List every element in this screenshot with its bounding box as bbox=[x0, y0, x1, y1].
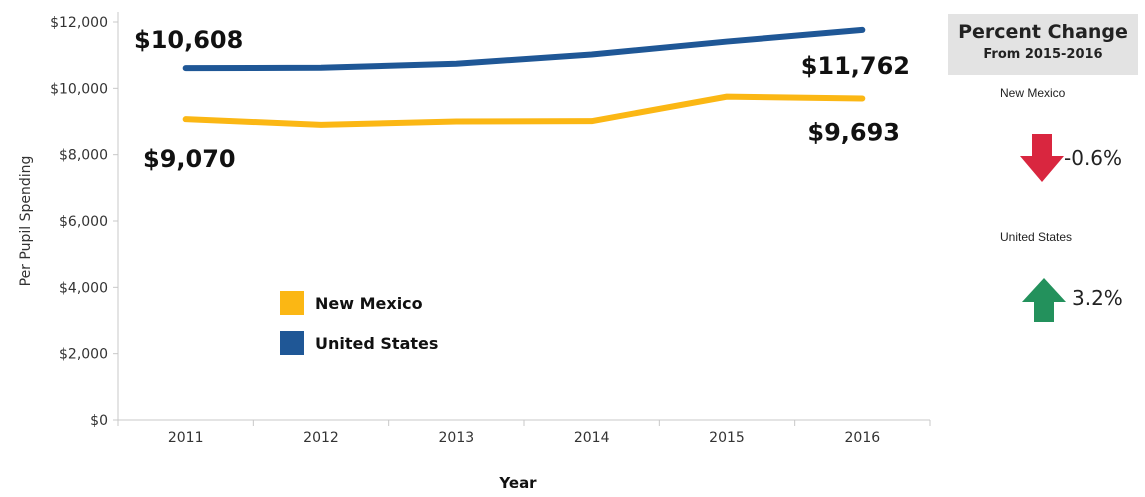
y-tick-label: $10,000 bbox=[50, 81, 108, 97]
change-value-new-mexico: -0.6% bbox=[1064, 146, 1123, 170]
series-line-new-mexico bbox=[182, 93, 866, 128]
x-tick-label: 2013 bbox=[439, 430, 475, 446]
legend-swatch-united-states bbox=[280, 331, 304, 355]
legend-label: New Mexico bbox=[315, 293, 423, 313]
legend-swatch-new-mexico bbox=[280, 291, 304, 315]
data-label-end-united-states: $11,762 bbox=[801, 52, 910, 80]
y-tick-label: $12,000 bbox=[50, 15, 108, 31]
percent-change-title: Percent Change bbox=[958, 21, 1128, 43]
arrow-down-icon bbox=[1020, 134, 1064, 182]
change-value-united-states: 3.2% bbox=[1072, 286, 1123, 310]
chart-svg: $0 $2,000 $4,000 $6,000 $8,000 $10,000 $12,000… bbox=[18, 12, 931, 492]
chart-legend: New Mexico United States bbox=[280, 290, 438, 370]
legend-item-united-states[interactable]: United States bbox=[280, 330, 438, 356]
data-label-start-new-mexico: $9,070 bbox=[143, 145, 236, 173]
x-tick-label: 2014 bbox=[574, 430, 610, 446]
percent-change-subtitle: From 2015-2016 bbox=[983, 47, 1103, 62]
y-tick-label: $2,000 bbox=[59, 347, 108, 363]
data-label-end-new-mexico: $9,693 bbox=[807, 119, 900, 147]
x-tick-label: 2016 bbox=[845, 430, 881, 446]
legend-item-new-mexico[interactable]: New Mexico bbox=[280, 290, 438, 316]
percent-change-header: Percent Change From 2015-2016 bbox=[948, 14, 1138, 75]
change-row-new-mexico: -0.6% bbox=[1018, 132, 1138, 184]
series-line-united-states bbox=[182, 26, 866, 72]
line-chart: $0 $2,000 $4,000 $6,000 $8,000 $10,000 $12,000… bbox=[18, 12, 931, 492]
y-tick-label: $8,000 bbox=[59, 148, 108, 164]
legend-label: United States bbox=[315, 333, 439, 353]
region-label-new-mexico: New Mexico bbox=[1000, 86, 1066, 100]
data-label-start-united-states: $10,608 bbox=[134, 26, 243, 54]
y-axis-title: Per Pupil Spending bbox=[18, 156, 34, 287]
arrow-up-icon bbox=[1022, 278, 1066, 322]
x-tick-label: 2012 bbox=[303, 430, 339, 446]
y-tick-label: $0 bbox=[90, 413, 108, 429]
change-row-united-states: 3.2% bbox=[1020, 276, 1140, 328]
x-axis-title: Year bbox=[498, 474, 537, 492]
x-tick-label: 2011 bbox=[168, 430, 204, 446]
x-tick-label: 2015 bbox=[709, 430, 745, 446]
region-label-united-states: United States bbox=[1000, 230, 1073, 244]
y-tick-label: $4,000 bbox=[59, 280, 108, 296]
y-tick-label: $6,000 bbox=[59, 214, 108, 230]
percent-change-panel: Percent Change From 2015-2016 New Mexico… bbox=[948, 14, 1138, 484]
